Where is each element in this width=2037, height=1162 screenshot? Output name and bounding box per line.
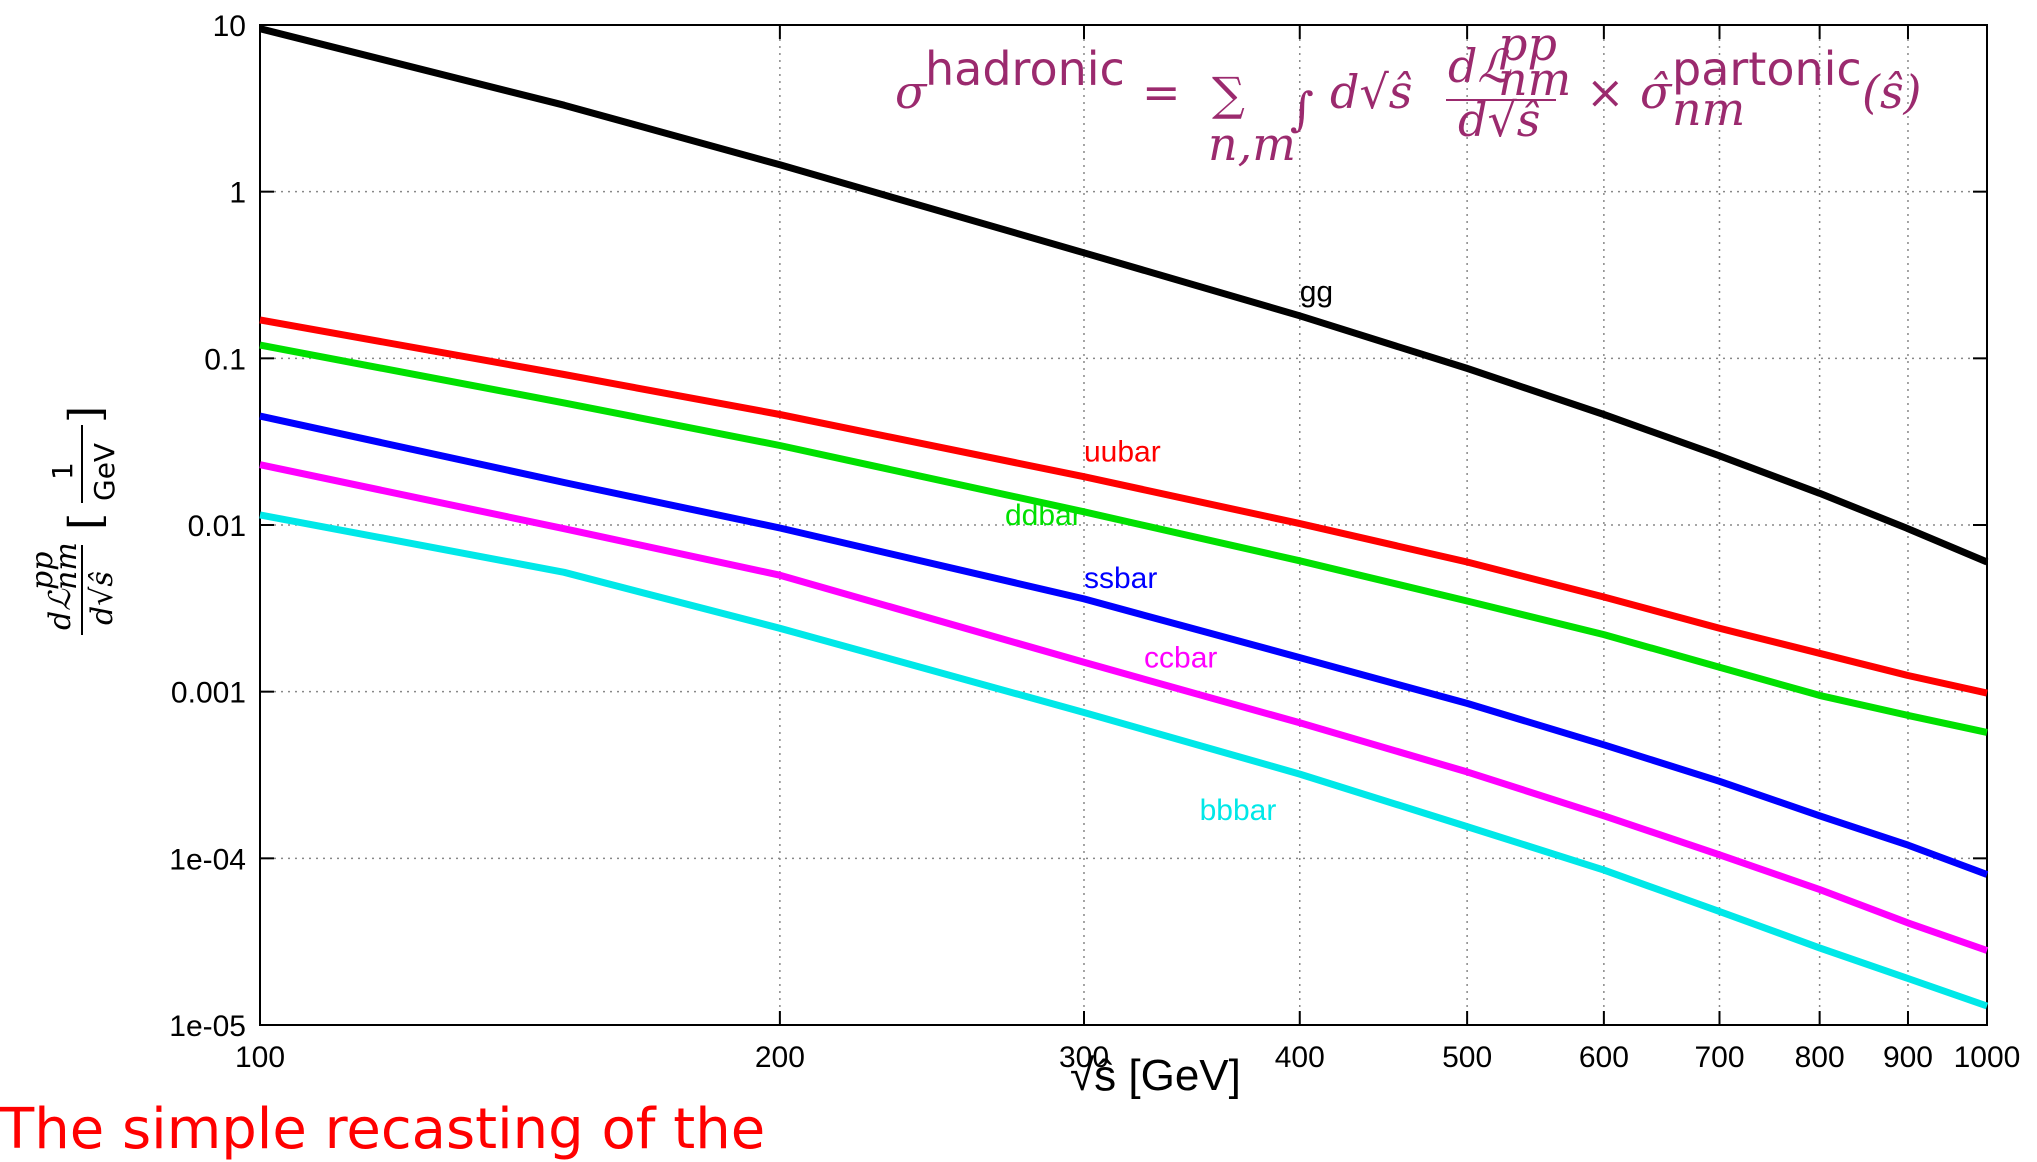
x-axis-title: √ŝ [GeV] (1070, 1051, 1241, 1100)
x-tick-label: 600 (1579, 1041, 1629, 1074)
y-tick-label: 1e-04 (169, 843, 246, 876)
x-tick-label: 100 (235, 1041, 285, 1074)
y-tick-label: 0.001 (171, 677, 246, 710)
y-axis-bracket-left: [ (60, 513, 111, 530)
curve-label-ddbar: ddbar (1005, 499, 1082, 532)
caption-text: The simple recasting of the (0, 1097, 766, 1162)
luminosity-chart: 100 200 300 400 500 600 700 800 900 1000 10 1 0.1 0.0… (25, 10, 2020, 1100)
y-axis-numerator-sup: pp (25, 552, 60, 590)
x-tick-label: 300 (1059, 1041, 1109, 1074)
y-axis-unit-numerator: 1 (46, 462, 79, 480)
formula-annotation: σ hadronic = ∑ n,m ∫ d√ŝ dℒ pp nm d√ŝ × … (895, 17, 1922, 171)
series-line-gg (259, 25, 1989, 566)
formula-sum-subscript: n,m (1208, 117, 1296, 171)
formula-fraction-denominator: d√ŝ (1458, 93, 1540, 147)
formula-fraction-numerator: dℒ (1448, 39, 1511, 93)
curve-label-bbbar: bbbar (1200, 794, 1277, 827)
series-line-ssbar (259, 412, 1989, 878)
x-tick-label: 800 (1795, 1041, 1845, 1074)
formula-sigma-hat: σ̂ (1640, 65, 1673, 119)
y-tick-label: 0.01 (188, 510, 246, 543)
y-tick-label: 0.1 (204, 343, 246, 376)
y-tick-label: 1e-05 (169, 1010, 246, 1043)
formula-integral: ∫ (1290, 82, 1314, 136)
series-lines (259, 25, 1989, 1010)
grid (260, 25, 1987, 1025)
formula-sub-nm: nm (1672, 82, 1745, 136)
formula-times: × (1586, 65, 1625, 119)
formula-fraction-numerator-sup: pp (1498, 17, 1557, 71)
formula-argument: (ŝ) (1862, 65, 1922, 119)
x-tick-label: 1000 (1954, 1041, 2021, 1074)
x-tick-label: 400 (1275, 1041, 1325, 1074)
formula-fraction-numerator-sub: nm (1498, 52, 1571, 106)
y-axis-numerator-sub: nm (49, 542, 84, 590)
formula-d-sqrt-s: d√ŝ (1330, 65, 1412, 119)
formula-sup-partonic: partonic (1672, 42, 1862, 96)
curve-label-gg: gg (1300, 275, 1333, 308)
axis-ticks: 100 200 300 400 500 600 700 800 900 1000 10 1 0.1 0.0… (169, 10, 2020, 1074)
formula-sup-hadronic: hadronic (925, 42, 1125, 96)
series-line-uubar (259, 316, 1988, 697)
curve-label-ccbar: ccbar (1144, 641, 1217, 674)
x-tick-label: 700 (1694, 1041, 1744, 1074)
y-axis-bracket-right: ] (60, 406, 111, 423)
curve-label-uubar: uubar (1084, 436, 1161, 469)
series-line-ccbar (259, 461, 1989, 954)
y-axis-title: dℒ pp nm d√ŝ [ 1 GeV ] (25, 406, 121, 635)
formula-equals: = (1142, 65, 1181, 119)
series-line-bbbar (259, 511, 1989, 1010)
y-tick-label: 1 (229, 177, 246, 210)
formula-sigma: σ (895, 65, 928, 119)
x-tick-label: 900 (1883, 1041, 1933, 1074)
series-line-ddbar (259, 341, 1988, 736)
x-tick-label: 200 (755, 1041, 805, 1074)
curve-label-ssbar: ssbar (1084, 562, 1157, 595)
y-axis-unit-denominator: GeV (88, 443, 121, 501)
y-axis-numerator: dℒ (43, 588, 78, 630)
y-axis-denominator: d√ŝ (85, 571, 120, 625)
x-tick-label: 500 (1442, 1041, 1492, 1074)
y-tick-label: 10 (213, 10, 246, 43)
formula-sum: ∑ (1212, 67, 1245, 121)
